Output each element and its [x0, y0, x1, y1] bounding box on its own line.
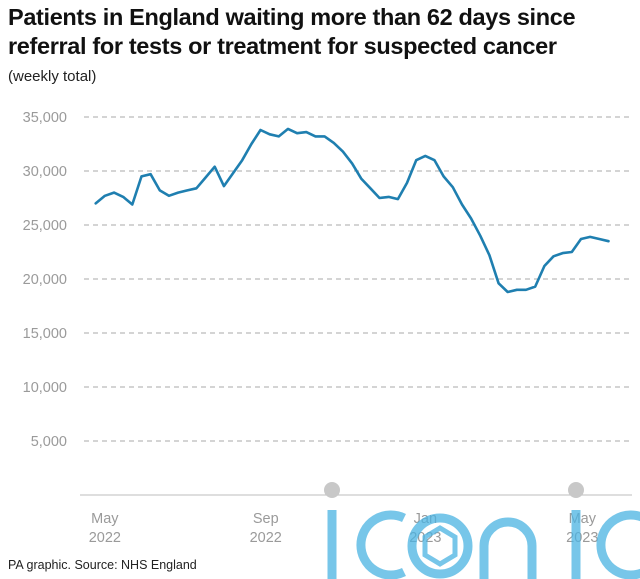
source-note: PA graphic. Source: NHS England	[8, 558, 197, 572]
y-tick-label: 35,000	[23, 110, 67, 126]
x-tick-label: 2023	[566, 530, 598, 546]
y-tick-label: 10,000	[23, 380, 67, 396]
x-axis-ticks: May 2022 Sep 2022 Jan 2023 May 2023	[89, 511, 599, 546]
y-axis-ticks: 5,000 10,000 15,000 20,000 25,000 30,000 35,00…	[23, 110, 67, 450]
y-tick-label: 20,000	[23, 272, 67, 288]
chart-title: Patients in England waiting more than 62…	[8, 4, 576, 59]
x-tick-label: Jan	[414, 511, 437, 527]
y-tick-label: 5,000	[31, 434, 67, 450]
y-tick-label: 15,000	[23, 326, 67, 342]
series-line	[94, 127, 610, 294]
gridlines	[84, 116, 632, 442]
x-tick-label: 2022	[89, 530, 121, 546]
x-tick-label: 2023	[409, 530, 441, 546]
unit-label: (weekly total)	[8, 68, 97, 85]
y-tick-label: 25,000	[23, 218, 67, 234]
x-tick-label: Sep	[253, 511, 279, 527]
y-tick-label: 30,000	[23, 164, 67, 180]
x-tick-label: 2022	[250, 530, 282, 546]
x-tick-label: May	[91, 511, 119, 527]
x-tick-label: May	[569, 511, 597, 527]
